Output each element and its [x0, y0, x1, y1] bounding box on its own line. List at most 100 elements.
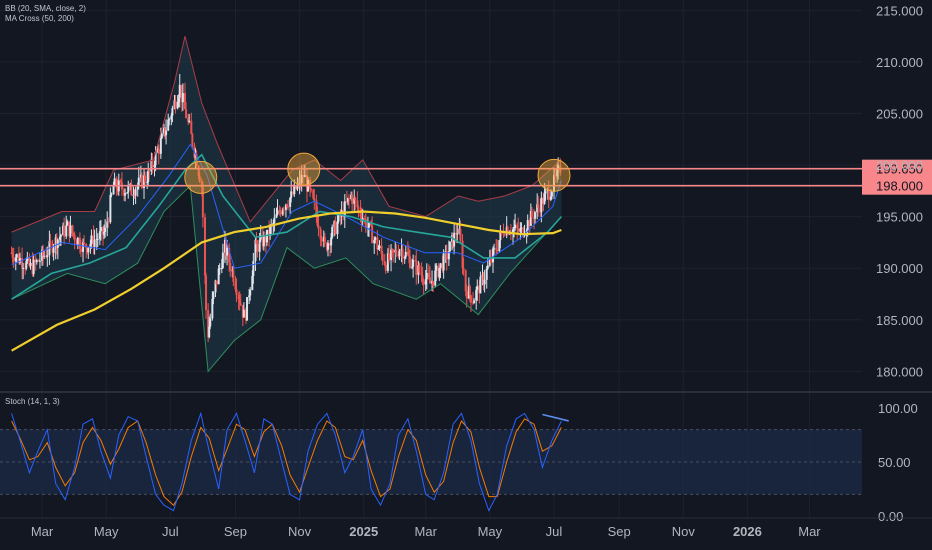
candle-body [137, 177, 140, 186]
time-axis-label: Nov [672, 524, 696, 539]
candle-body [363, 218, 366, 220]
candle-body [22, 267, 25, 269]
candle-body [552, 175, 555, 192]
price-axis-label: 215.000 [876, 3, 923, 18]
candle-body [313, 198, 316, 201]
candle-body [544, 191, 547, 194]
candle-body [305, 175, 308, 192]
candle-body [235, 289, 238, 295]
candle-body [496, 249, 499, 252]
price-axis-label: 205.000 [876, 106, 923, 121]
candle-body [427, 272, 430, 278]
candle-body [191, 134, 194, 146]
candle-body [398, 251, 401, 257]
candle-body [177, 97, 180, 103]
bb-indicator-label[interactable]: BB (20, SMA, close, 2) [5, 4, 86, 13]
stoch-indicator-label[interactable]: Stoch (14, 1, 3) [5, 397, 60, 406]
candle-body [337, 213, 340, 222]
candle-body [232, 270, 235, 282]
candle-body [276, 210, 279, 215]
candle-body [290, 191, 293, 198]
candle-body [146, 181, 149, 183]
candle-body [489, 258, 492, 263]
candle-body [383, 260, 386, 265]
candle-body [106, 221, 109, 228]
candle-body [89, 243, 92, 248]
candle-body [456, 233, 459, 235]
candle-body [170, 115, 173, 120]
candle-body [185, 109, 188, 118]
price-tag [862, 159, 932, 178]
candle-body [164, 127, 167, 136]
candle-body [441, 263, 444, 271]
candle-body [325, 243, 328, 250]
candle-body [197, 166, 200, 177]
candle-body [505, 227, 508, 235]
candle-body [238, 299, 241, 304]
candle-body [343, 201, 346, 218]
candle-body [462, 268, 465, 271]
candle-body [312, 190, 315, 199]
candle-body [550, 191, 553, 197]
candle-body [414, 260, 417, 262]
candle-body [208, 326, 211, 338]
candle-body [508, 233, 511, 235]
candle-body [126, 192, 129, 194]
candle-body [132, 195, 135, 197]
candle-body [431, 280, 434, 284]
candle-body [21, 258, 24, 269]
time-axis-label: Jul [162, 524, 179, 539]
candle-body [65, 225, 68, 237]
time-axis-label: Mar [31, 524, 54, 539]
candle-body [432, 280, 435, 286]
candle-body [475, 290, 478, 301]
candle-body [296, 184, 299, 189]
candle-body [76, 237, 79, 245]
candle-body [113, 178, 116, 186]
candle-body [331, 226, 334, 238]
candle-body [439, 263, 442, 269]
candle-body [55, 237, 58, 248]
candle-body [394, 250, 397, 253]
candle-body [473, 300, 476, 304]
candle-body [540, 197, 543, 213]
candle-body [249, 289, 252, 296]
time-axis-label: Nov [288, 524, 312, 539]
candle-body [25, 261, 28, 269]
candle-body [485, 268, 488, 280]
candle-body [251, 275, 254, 290]
candle-body [174, 100, 177, 109]
candle-body [452, 235, 455, 247]
candle-body [58, 236, 61, 240]
ma-cross-indicator-label[interactable]: MA Cross (50, 200) [5, 14, 74, 23]
candle-body [242, 309, 245, 318]
candle-body [212, 292, 215, 299]
time-axis-label: May [94, 524, 119, 539]
candle-body [14, 257, 17, 262]
candle-body [299, 178, 302, 184]
candle-body [397, 254, 400, 257]
candle-body [49, 241, 52, 244]
candle-body [102, 227, 105, 235]
candle-body [542, 197, 545, 204]
stoch-axis-label: 0.00 [878, 509, 903, 524]
candle-body [329, 243, 332, 246]
candle-body [315, 200, 318, 216]
bb-basis-line [11, 143, 562, 269]
price-axis-label: 185.000 [876, 313, 923, 328]
candle-body [407, 254, 410, 257]
stoch-k-line [11, 411, 562, 512]
candle-body [75, 240, 78, 245]
candle-body [78, 237, 81, 249]
candle-body [408, 256, 411, 268]
candle-body [374, 237, 377, 240]
candle-body [289, 197, 292, 207]
candle-body [69, 225, 72, 237]
candle-body [356, 200, 359, 208]
candle-body [406, 251, 409, 255]
candle-body [209, 318, 212, 327]
candle-body [503, 234, 506, 236]
candle-body [229, 262, 232, 271]
candle-body [221, 252, 224, 268]
